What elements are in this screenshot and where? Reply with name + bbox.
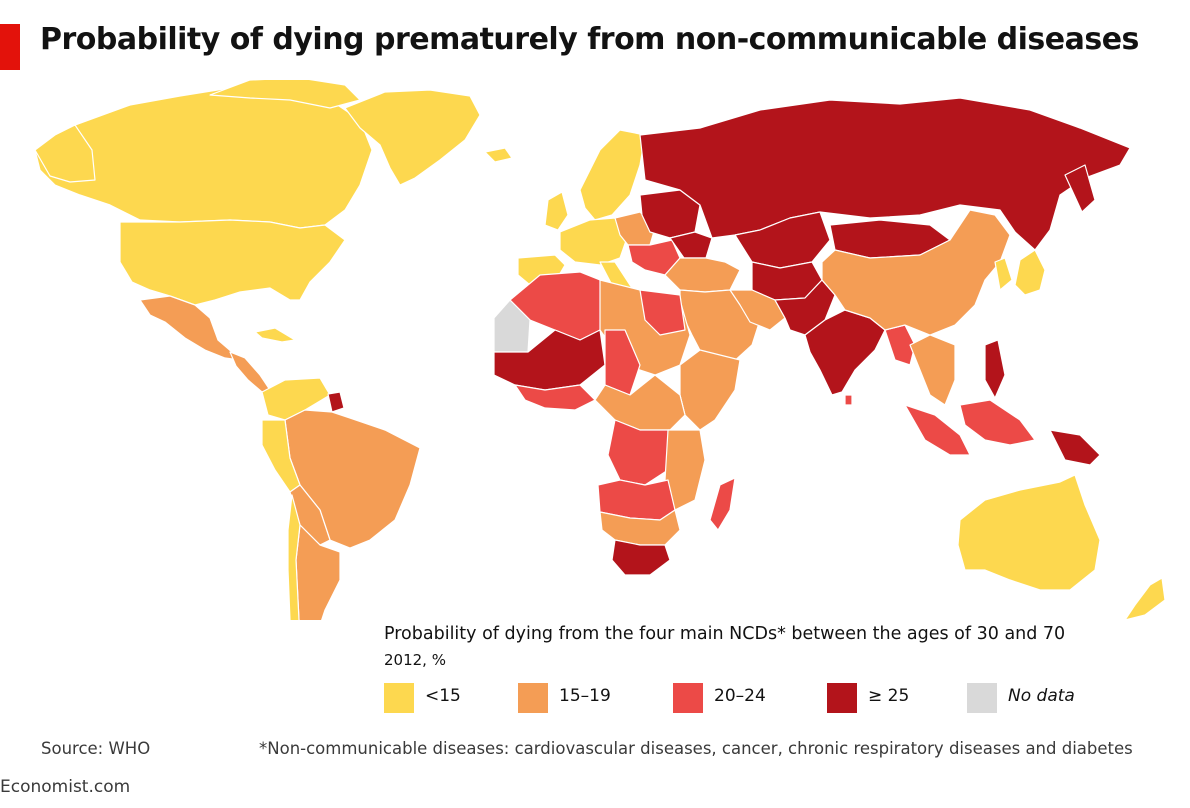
region-alaska bbox=[34, 124, 96, 183]
region-greenland bbox=[344, 89, 481, 186]
region-kamchatka bbox=[1064, 164, 1096, 213]
brand-label: Economist.com bbox=[0, 777, 131, 797]
region-arctic-islands bbox=[209, 80, 361, 109]
legend-swatch bbox=[518, 683, 548, 713]
legend-swatch bbox=[384, 683, 414, 713]
region-east-africa bbox=[664, 429, 706, 511]
region-central-america bbox=[229, 351, 271, 393]
region-india bbox=[804, 309, 886, 396]
region-horn-of-africa bbox=[679, 349, 741, 431]
legend-label: No data bbox=[1008, 686, 1075, 706]
region-korea bbox=[994, 257, 1013, 291]
region-new-zealand bbox=[1124, 577, 1166, 620]
region-scandinavia bbox=[579, 129, 646, 221]
legend-title: Probability of dying from the four main … bbox=[384, 624, 1066, 644]
region-southeast-asia bbox=[909, 334, 956, 406]
chart-title: Probability of dying prematurely from no… bbox=[40, 22, 1139, 57]
region-colombia-venezuela bbox=[261, 377, 331, 421]
region-russia bbox=[639, 97, 1131, 251]
legend-label: <15 bbox=[425, 686, 461, 706]
region-madagascar bbox=[709, 477, 736, 531]
region-ukraine bbox=[669, 231, 713, 259]
region-uk-ireland bbox=[544, 191, 569, 231]
region-southern-africa bbox=[599, 509, 681, 546]
footnote: *Non-communicable diseases: cardiovascul… bbox=[259, 739, 1133, 758]
region-caribbean bbox=[254, 327, 296, 343]
legend-subtitle: 2012, % bbox=[384, 651, 446, 669]
region-west-africa-coast bbox=[514, 384, 596, 411]
region-usa bbox=[119, 219, 346, 306]
accent-bar bbox=[0, 24, 20, 70]
region-indonesia-east bbox=[959, 399, 1036, 446]
region-australia bbox=[957, 474, 1101, 591]
region-caucasus-turkey bbox=[664, 257, 741, 293]
region-western-sahara bbox=[493, 299, 531, 353]
legend-label: ≥ 25 bbox=[868, 686, 910, 706]
legend-label: 20–24 bbox=[714, 686, 766, 706]
legend-label: 15–19 bbox=[559, 686, 611, 706]
legend-swatch bbox=[673, 683, 703, 713]
region-chile bbox=[287, 494, 301, 620]
region-philippines bbox=[984, 339, 1006, 399]
region-indonesia-west bbox=[904, 404, 971, 456]
region-south-africa bbox=[611, 539, 671, 576]
region-western-europe bbox=[559, 217, 629, 266]
region-iceland bbox=[484, 147, 513, 163]
region-canada bbox=[34, 87, 373, 229]
world-map bbox=[34, 80, 1166, 620]
region-japan bbox=[1014, 249, 1046, 296]
region-congo bbox=[607, 419, 671, 486]
legend-swatch bbox=[967, 683, 997, 713]
region-mexico bbox=[139, 295, 241, 361]
source-note: Source: WHO bbox=[41, 739, 151, 758]
region-egypt bbox=[639, 289, 686, 336]
region-chad-niger bbox=[604, 329, 641, 396]
region-iran bbox=[729, 289, 786, 331]
region-papua bbox=[1049, 429, 1101, 466]
region-guyana bbox=[327, 391, 345, 413]
legend-swatch bbox=[827, 683, 857, 713]
region-sri-lanka bbox=[844, 394, 853, 406]
region-china bbox=[821, 209, 1011, 336]
